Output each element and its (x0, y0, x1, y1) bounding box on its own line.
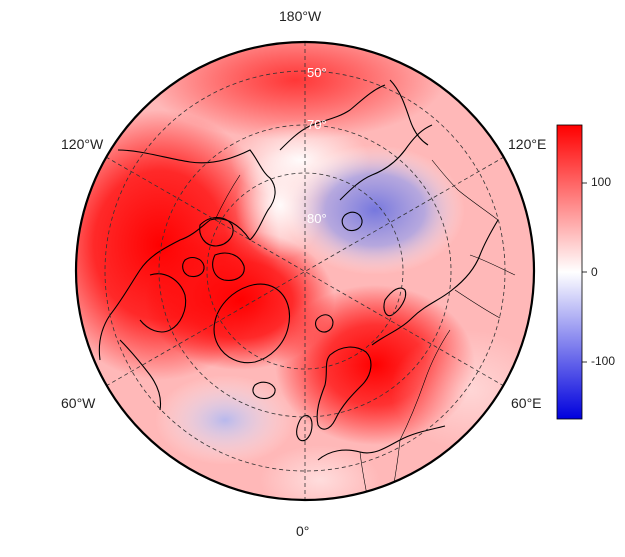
coast-arctic-islands-3 (182, 257, 205, 278)
lon-label-60e: 60°E (511, 395, 542, 411)
coastlines (98, 79, 499, 461)
neutral-band-europe (260, 445, 380, 500)
colorbar-tick-0: 0 (591, 265, 598, 279)
coast-scandinavia (316, 346, 372, 430)
coast-britain (296, 414, 313, 442)
gridline-lat-80 (206, 172, 404, 370)
border-asia-3 (469, 254, 516, 276)
lat-label-50: 50° (307, 65, 327, 80)
lat-label-70: 70° (307, 117, 327, 132)
lat-label-80: 80° (307, 211, 327, 226)
border-alaska-canada (214, 174, 241, 221)
meridian-gridlines (105, 42, 505, 500)
anomaly-field (76, 42, 534, 500)
lon-label-120e: 120°E (508, 136, 547, 152)
gridline-lat-70 (158, 124, 452, 418)
lon-label-60w: 60°W (61, 395, 96, 411)
coast-svalbard (315, 314, 334, 333)
coast-alaska (117, 149, 276, 241)
neutral-band-russia (390, 330, 534, 450)
border-asia-2 (431, 159, 499, 221)
coast-arctic-islands-2 (212, 252, 245, 281)
coast-greenland (213, 283, 291, 364)
coast-canada-west (98, 218, 251, 361)
coast-arctic-islands-1 (199, 216, 234, 247)
coast-siberia-east (339, 124, 433, 201)
map-boundary (74, 40, 536, 502)
latitude-gridlines (104, 70, 506, 472)
country-borders (214, 159, 516, 500)
coast-europe-north (317, 425, 446, 461)
border-asia-1 (454, 289, 501, 319)
colorbar-tick-neg100: -100 (591, 354, 616, 368)
coast-russia-north (371, 219, 499, 346)
colorbar-tick-100: 100 (591, 175, 612, 189)
negative-anomaly-atlantic (155, 375, 295, 465)
lon-label-0: 0° (296, 523, 310, 539)
gridline-lat-50 (104, 70, 506, 472)
lon-label-120w: 120°W (61, 136, 104, 152)
coast-kamchatka (389, 79, 429, 146)
negative-anomaly-siberia (285, 145, 465, 275)
coast-iceland (252, 381, 276, 400)
coast-labrador (119, 339, 162, 411)
coast-siberia-islands (341, 211, 363, 232)
border-russia-west (399, 329, 451, 441)
lon-label-180w: 180°W (279, 8, 322, 24)
coast-novaya-zemlya (383, 287, 407, 317)
colorbar (556, 124, 583, 420)
colorbar-gradient (556, 124, 583, 420)
coast-chukotka (279, 84, 386, 151)
coast-hudson (139, 273, 187, 333)
